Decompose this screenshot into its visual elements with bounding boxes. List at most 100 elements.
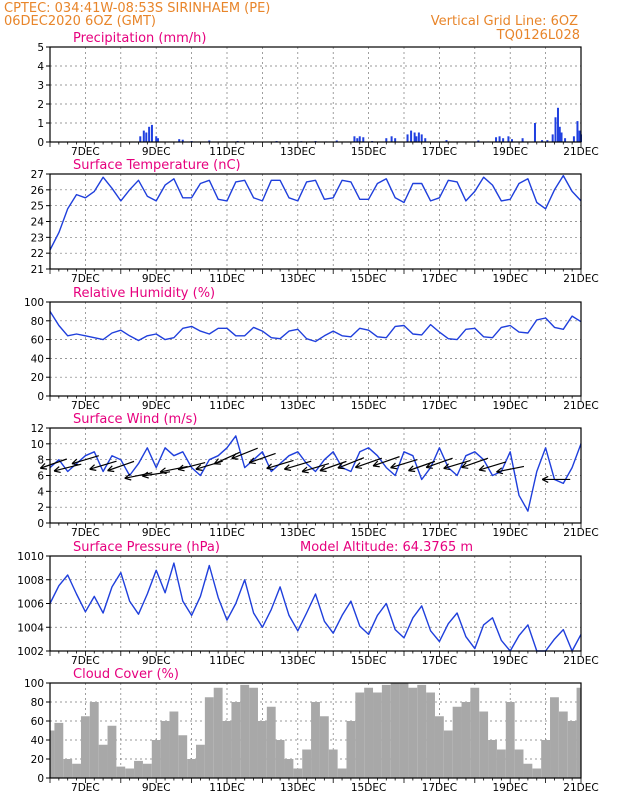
cloud-bar — [169, 711, 179, 778]
y-tick-label: 1004 — [17, 622, 44, 634]
x-tick-label: 21DEC — [563, 655, 598, 667]
cloud-bar — [151, 740, 161, 778]
wind-arrow-head — [337, 467, 345, 470]
x-tick-label: 21DEC — [563, 273, 598, 285]
wind-arrow-head — [71, 458, 78, 465]
wind-arrow — [160, 465, 188, 473]
cloud-bar — [364, 687, 374, 778]
y-tick-label: 60 — [31, 716, 44, 728]
cloud-bar — [558, 711, 568, 778]
wind-arrow-head — [231, 457, 239, 460]
wind-arrow-head — [40, 467, 48, 470]
cloud-bar — [257, 721, 267, 778]
cloud-bar — [98, 744, 108, 778]
x-tick-label: 15DEC — [351, 146, 386, 158]
precip-bar — [156, 138, 159, 142]
precip-bar — [390, 136, 393, 142]
precip-bar — [424, 138, 427, 142]
cloud-bar — [249, 687, 258, 778]
y-tick-label: 20 — [31, 372, 44, 384]
cloud-bar — [346, 721, 356, 778]
cloud-bar — [408, 687, 418, 778]
x-tick-label: 11DEC — [209, 146, 244, 158]
rh-series-line — [49, 311, 582, 343]
wind-arrow-head — [373, 465, 380, 468]
cloud-bar — [541, 740, 551, 778]
header-station: CPTEC: 034:41W-08:53S SIRINHAEM (PE) — [4, 1, 270, 16]
y-tick-label: 1006 — [17, 599, 44, 611]
y-tick-label: 1 — [37, 118, 44, 130]
x-tick-label: 9DEC — [142, 655, 171, 667]
y-tick-label: 3 — [37, 80, 44, 92]
wind-arrow — [301, 462, 330, 473]
wind-arrow-head — [177, 464, 184, 470]
x-tick-label: 21DEC — [563, 527, 598, 539]
cloud-bar — [134, 760, 143, 778]
temp-series-line — [49, 174, 582, 251]
precip-bar — [551, 134, 554, 142]
wind-arrow — [142, 471, 171, 477]
y-tick-label: 5 — [37, 42, 44, 54]
y-tick-label: 1008 — [17, 575, 44, 587]
cloud-bar — [311, 702, 320, 778]
x-tick-label: 13DEC — [280, 146, 315, 158]
wind-arrow-head — [390, 467, 398, 470]
wind-arrow-head — [266, 467, 274, 471]
x-tick-label: 7DEC — [71, 527, 100, 539]
cloud-bar — [390, 683, 400, 778]
wind-arrow-head — [461, 462, 467, 468]
cloud-bar — [160, 721, 170, 778]
x-tick-label: 9DEC — [142, 400, 171, 412]
wind-arrow — [40, 458, 67, 469]
cloud-bar — [196, 744, 205, 778]
cloud-bar — [514, 749, 524, 778]
cloud-bar — [50, 730, 55, 778]
precip-bar — [578, 130, 581, 142]
wind-arrow — [390, 459, 418, 469]
x-tick-label: 19DEC — [492, 146, 527, 158]
x-tick-label: 13DEC — [280, 655, 315, 667]
x-tick-label: 15DEC — [351, 782, 386, 794]
y-tick-label: 8 — [37, 455, 44, 467]
panel-frame — [49, 301, 582, 397]
precip-bar — [510, 139, 513, 142]
wind-arrow-head — [443, 467, 451, 471]
precip-bar — [560, 132, 563, 142]
x-tick-label: 17DEC — [422, 400, 457, 412]
x-tick-label: 17DEC — [422, 655, 457, 667]
y-tick-label: 2 — [37, 502, 44, 514]
cloud-bar — [443, 730, 453, 778]
precip-bar — [150, 124, 153, 142]
wind-arrow-head — [355, 466, 363, 469]
cloud-bar — [319, 716, 329, 778]
x-tick-label: 21DEC — [563, 400, 598, 412]
cloud-bar — [107, 725, 117, 778]
precip-bar — [410, 130, 413, 142]
panel-cloud: Cloud Cover (%) 0 20 40 60 80 100 7DEC 9DEC 11DEC… — [24, 667, 599, 794]
y-tick-label: 1002 — [17, 646, 44, 658]
precip-bar — [445, 140, 448, 142]
panel-title-pres: Surface Pressure (hPa) — [73, 540, 220, 555]
wind-arrow-head — [266, 463, 272, 469]
y-tick-label: 23 — [31, 232, 44, 244]
x-tick-label: 13DEC — [280, 400, 315, 412]
cloud-bar — [240, 684, 250, 778]
wind-arrow-head — [89, 468, 97, 471]
precip-bar — [521, 138, 524, 142]
cloud-bar — [266, 706, 276, 778]
cloud-bar — [337, 768, 347, 778]
x-tick-label: 9DEC — [142, 782, 171, 794]
cloud-bar — [523, 763, 533, 778]
wind-arrow-head — [89, 464, 95, 470]
pres-series-line — [49, 562, 582, 652]
wind-arrow-head — [71, 463, 79, 466]
x-tick-label: 9DEC — [142, 273, 171, 285]
model-altitude-note: Model Altitude: 64.3765 m — [300, 540, 473, 555]
x-tick-label: 7DEC — [71, 273, 100, 285]
cloud-bar — [532, 768, 542, 778]
panel-title-precip: Precipitation (mm/h) — [73, 31, 206, 46]
cloud-bar — [284, 759, 294, 778]
precip-bar — [353, 136, 356, 142]
wind-arrow — [478, 461, 507, 471]
